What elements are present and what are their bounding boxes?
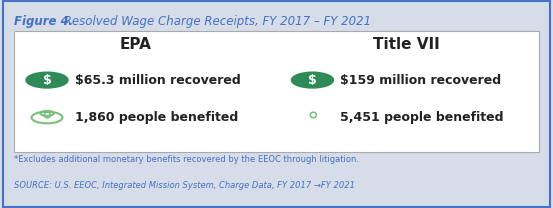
- Text: EPA: EPA: [119, 37, 152, 52]
- Text: ⚬: ⚬: [38, 108, 56, 128]
- Text: SOURCE: U.S. EEOC, Integrated Mission System, Charge Data, FY 2017 →FY 2021: SOURCE: U.S. EEOC, Integrated Mission Sy…: [14, 181, 355, 190]
- Text: Title VII: Title VII: [373, 37, 440, 52]
- Text: *Excludes additional monetary benefits recovered by the EEOC through litigation.: *Excludes additional monetary benefits r…: [14, 155, 359, 164]
- FancyBboxPatch shape: [14, 31, 539, 152]
- Text: 1,860 people benefited: 1,860 people benefited: [75, 111, 238, 124]
- Text: $: $: [43, 74, 51, 87]
- Circle shape: [291, 72, 333, 88]
- Text: $65.3 million recovered: $65.3 million recovered: [75, 74, 241, 87]
- Text: 5,451 people benefited: 5,451 people benefited: [340, 111, 504, 124]
- Text: Resolved Wage Charge Receipts, FY 2017 – FY 2021: Resolved Wage Charge Receipts, FY 2017 –…: [60, 15, 371, 27]
- Circle shape: [26, 72, 68, 88]
- Text: $159 million recovered: $159 million recovered: [340, 74, 501, 87]
- FancyBboxPatch shape: [3, 1, 550, 207]
- Text: Figure 4.: Figure 4.: [14, 15, 73, 27]
- Text: $: $: [308, 74, 317, 87]
- Text: ⚬: ⚬: [303, 108, 322, 128]
